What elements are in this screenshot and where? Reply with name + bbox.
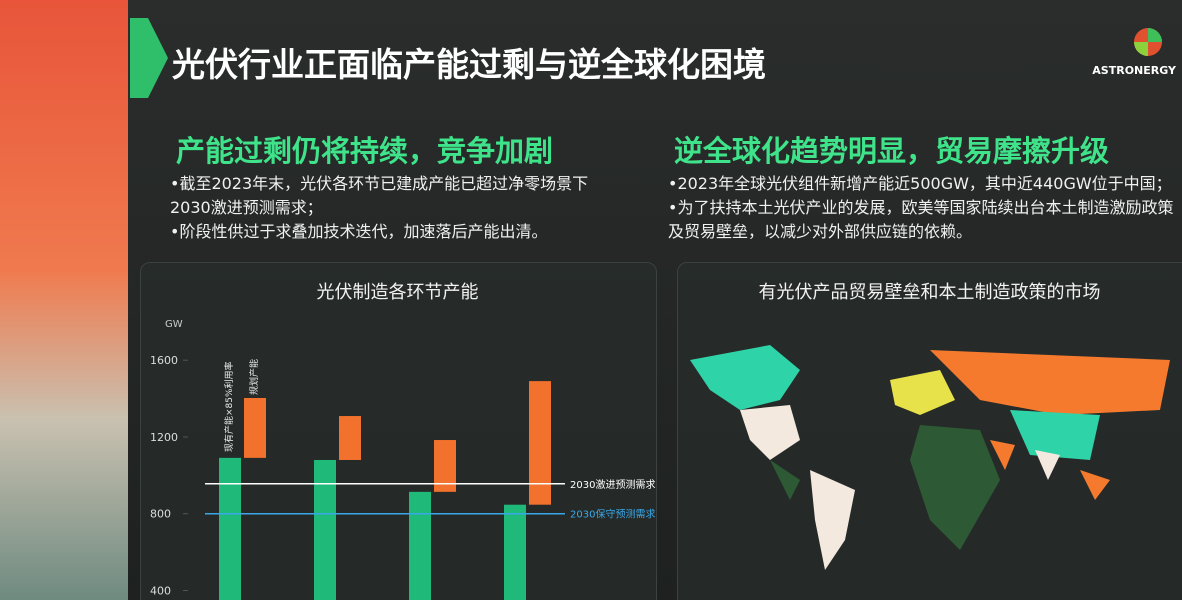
world-map — [680, 320, 1180, 600]
bar — [504, 505, 526, 600]
logo-text: ASTRONERGY — [1092, 64, 1176, 77]
y-tick-label: 1600 — [150, 354, 178, 367]
slide: 光伏行业正面临产能过剩与逆全球化困境 ASTRONERGY 产能过剩仍将持续，竞… — [0, 0, 1182, 600]
bullet: •2023年全球光伏组件新增产能近500GW，其中近440GW位于中国； — [668, 172, 1182, 196]
y-tick-label: 400 — [150, 584, 171, 597]
logo-icon — [1130, 24, 1166, 60]
y-axis-label: GW — [165, 319, 183, 330]
bar — [244, 398, 266, 458]
map-title: 有光伏产品贸易壁垒和本土制造政策的市场 — [677, 278, 1182, 304]
bar — [314, 460, 336, 600]
bullet: •为了扶持本土光伏产业的发展，欧美等国家陆续出台本土制造激励政策及贸易壁垒，以减… — [668, 196, 1182, 244]
right-heading: 逆全球化趋势明显，贸易摩擦升级 — [674, 128, 1109, 170]
chart: GW 400 800 1200 1600 现有产能×85%利用率 规划产能 2030激进预测需… — [0, 0, 660, 600]
legend-label: 现有产能×85%利用率 — [223, 361, 235, 452]
bar — [219, 458, 241, 600]
bar — [529, 381, 551, 505]
bar — [409, 492, 431, 600]
reference-label: 2030激进预测需求 — [570, 478, 655, 491]
bar — [339, 416, 361, 460]
right-bullets: •2023年全球光伏组件新增产能近500GW，其中近440GW位于中国； •为了… — [668, 172, 1182, 244]
y-tick-label: 1200 — [150, 431, 178, 444]
reference-label: 2030保守预测需求 — [570, 508, 655, 521]
y-tick-label: 800 — [150, 508, 171, 521]
legend-label: 规划产能 — [248, 359, 260, 395]
